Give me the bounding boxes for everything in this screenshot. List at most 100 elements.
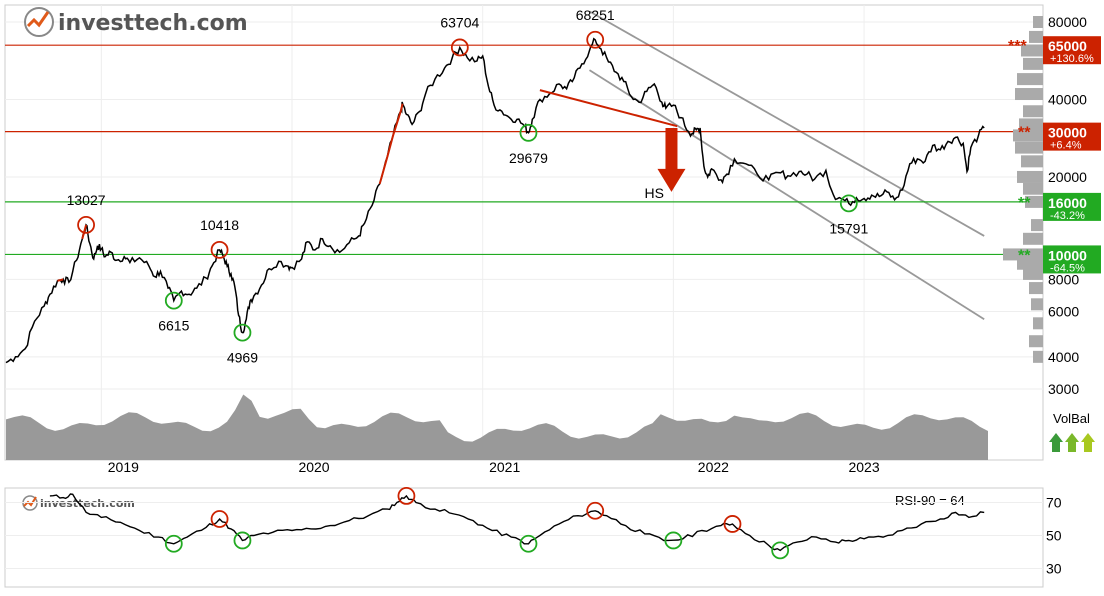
level-box-30000 (1043, 122, 1101, 151)
volbal-arrow-1-icon (1049, 433, 1063, 452)
rsi-y-tick-50: 50 (1046, 528, 1062, 544)
level-value-65000: 65000 (1048, 38, 1087, 54)
level-stars-30000: ** (1018, 125, 1031, 142)
price-grid (5, 5, 1043, 460)
price-y-tick-4000: 4000 (1048, 349, 1079, 365)
volume-profile-bar-10 (1021, 155, 1043, 168)
volume-profile-bar-13 (1025, 195, 1043, 208)
level-box-10000 (1043, 245, 1101, 274)
rsi-grid (5, 502, 1043, 569)
price-y-tick-80000: 80000 (1048, 14, 1087, 30)
price-x-tick-2021: 2021 (489, 459, 520, 475)
price-line (5, 37, 985, 364)
volume-profile-bar-18 (1023, 267, 1043, 280)
annotation-label-68251: 68251 (576, 7, 615, 23)
price-x-tick-2022: 2022 (698, 459, 729, 475)
annotation-marker-29679 (519, 123, 538, 142)
volume-profile-bar-19 (1029, 282, 1043, 295)
level-labels: *** 65000+130.6% ** 30000+6.4% ** 16000-43.2%… (1003, 16, 1101, 363)
annotation-marker-63704 (450, 38, 469, 57)
level-box-65000 (1043, 36, 1101, 65)
level-box-16000 (1043, 192, 1101, 221)
rsi-logo-text-com: .com (105, 497, 135, 510)
level-change-10000: -64.5% (1050, 262, 1085, 274)
price-x-tick-2019: 2019 (108, 459, 139, 475)
rsi-title: RSI-90 = 64 (895, 493, 965, 508)
volbal-arrow-3-icon (1081, 433, 1095, 452)
rsi-logo-text-invest: invest (40, 497, 78, 510)
level-value-10000: 10000 (1048, 247, 1087, 263)
price-x-axis: 2019 2020 2021 2022 2023 (108, 459, 880, 475)
price-y-axis: 80000 40000 20000 8000 6000 4000 3000 (1048, 14, 1087, 397)
rsi-marker-2 (233, 531, 252, 550)
svg-text:investtech.com: investtech.com (40, 497, 135, 510)
volume-profile-bar-7 (1019, 118, 1043, 131)
volume-shape (6, 394, 988, 460)
rsi-marker-1 (210, 510, 229, 528)
logo-text-tech: tech (134, 11, 188, 36)
level-change-65000: +130.6% (1050, 53, 1094, 65)
price-x-tick-2023: 2023 (848, 459, 879, 475)
volume-profile-bar-21 (1033, 317, 1043, 330)
volume-profile-bar-23 (1033, 350, 1043, 363)
volbal-label: VolBal (1053, 411, 1090, 426)
rsi-line (49, 493, 985, 552)
volume-profile-bar-9 (1015, 141, 1043, 154)
annotation-label-29679: 29679 (509, 150, 548, 166)
rsi-marker-5 (586, 501, 605, 520)
rsi-marker-0 (164, 534, 183, 553)
volume-area (6, 394, 988, 460)
volume-profile-bar-17 (1017, 257, 1043, 270)
price-y-tick-6000: 6000 (1048, 304, 1079, 320)
annotation-marker-68251 (586, 30, 605, 49)
volume-profile-bar-11 (1017, 170, 1043, 183)
volume-profile-bar-22 (1029, 335, 1043, 348)
annotation-label-6615: 6615 (158, 318, 189, 334)
price-y-tick-20000: 20000 (1048, 169, 1087, 185)
volume-profile-bar-8 (1013, 129, 1043, 142)
annotation-marker-13027 (77, 215, 95, 234)
annotation-label-63704: 63704 (440, 14, 479, 30)
price-line-strong-0 (57, 278, 64, 282)
trend-channel (588, 10, 985, 320)
volume-profile-bar-12 (1023, 182, 1043, 195)
price-line-strong-2 (378, 103, 404, 185)
annotation-marker-15791 (839, 194, 858, 213)
rsi-logo-text-tech: tech (78, 497, 105, 510)
annotation-marker-4969 (233, 323, 252, 342)
rsi-series (49, 493, 985, 552)
annotation-label-15791: 15791 (829, 220, 868, 236)
hs-down-arrow-icon (657, 127, 686, 192)
channel-lower-line (588, 69, 985, 320)
level-change-30000: +6.4% (1050, 140, 1082, 152)
annotation-marker-6615 (164, 291, 183, 310)
volume-profile-bar-16 (1003, 248, 1043, 261)
hs-label: HS (644, 185, 663, 201)
support-resistance-lines (5, 44, 1043, 256)
volume-profile-bar-3 (1023, 57, 1043, 70)
volume-profile-bar-5 (1015, 88, 1043, 101)
level-value-16000: 16000 (1048, 195, 1087, 211)
logo-text-com: .com (188, 11, 247, 36)
rsi-y-axis: 70 50 30 (1046, 495, 1062, 577)
volume-profile-bar-14 (1031, 219, 1043, 232)
rsi-marker-7 (723, 515, 742, 533)
price-panel-frame (4, 4, 1044, 461)
price-x-tick-2020: 2020 (298, 459, 329, 475)
investtech-logo: investtech.com (24, 7, 248, 37)
price-annotations: 13027 10418 6615 4969 63704 68251 29679 15791 (67, 7, 869, 366)
annotation-marker-10418 (210, 240, 229, 259)
annotation-label-13027: 13027 (67, 192, 106, 208)
rsi-marker-6 (664, 531, 683, 550)
volume-profile-bar-1 (1029, 30, 1043, 43)
level-stars-65000: *** (1008, 38, 1027, 55)
price-y-tick-8000: 8000 (1048, 271, 1079, 287)
volbal-arrow-2-icon (1065, 433, 1079, 452)
rsi-markers (164, 486, 790, 560)
level-change-16000: -43.2% (1050, 210, 1085, 222)
volume-profile-bar-15 (1023, 232, 1043, 245)
volume-profile-bar-2 (1021, 44, 1043, 57)
volume-profile-bar-4 (1017, 73, 1043, 86)
